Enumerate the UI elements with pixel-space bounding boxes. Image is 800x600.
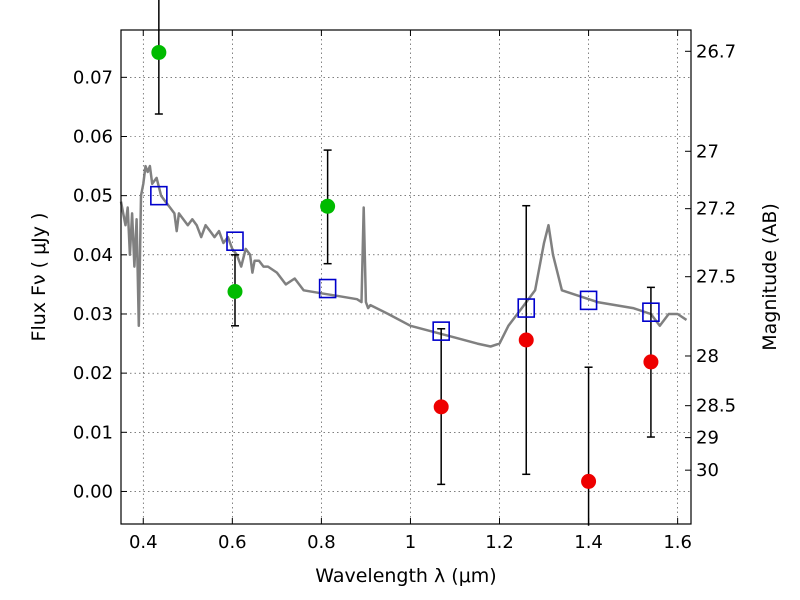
- model-sed-layer: [119, 164, 688, 348]
- x-tick-label: 1.6: [663, 532, 692, 553]
- x-tick-label: 1.4: [574, 532, 603, 553]
- non-detection-point: [581, 473, 597, 489]
- x-axis-title: Wavelength λ (μm): [315, 565, 496, 587]
- non-detection-point: [433, 399, 449, 415]
- right-tick-label: 26.7: [696, 41, 736, 62]
- model-photometry-square: [226, 231, 244, 252]
- y-axis-title: Flux Fν ( μJy ): [28, 213, 50, 342]
- x-tick-label: 0.4: [129, 532, 158, 553]
- y-tick-label: 0.07: [73, 67, 113, 88]
- y-tick-label: 0.00: [73, 481, 113, 502]
- x-tick-label: 0.8: [307, 532, 336, 553]
- right-tick-label: 27.5: [696, 267, 736, 288]
- model-sed-line: [119, 164, 688, 348]
- plot-frame: [120, 29, 692, 525]
- non-detection-point: [643, 354, 659, 370]
- x-tick-label: 1.2: [485, 532, 514, 553]
- model-photometry-square: [579, 290, 598, 311]
- y-tick-label: 0.04: [73, 245, 113, 266]
- x-tick-label: 0.6: [218, 532, 247, 553]
- model-photometry-square: [318, 278, 337, 299]
- y-tick-label: 0.03: [73, 304, 113, 325]
- grid: [121, 30, 691, 524]
- model-photometry-square: [642, 302, 660, 323]
- model-photometry-square: [150, 185, 168, 206]
- right-tick-label: 27: [696, 141, 719, 162]
- detection-point: [227, 283, 243, 299]
- right-tick-label: 28.5: [696, 396, 736, 417]
- axis-ticks: 0.4 0.6 0.8 1 1.2 1.4 1.6 0.00 0.01 0.02 0.03 0.04 0…: [73, 30, 736, 553]
- y-tick-label: 0.01: [73, 422, 113, 443]
- non-detection-point: [518, 332, 534, 348]
- right-tick-label: 29: [696, 428, 719, 449]
- y-tick-label: 0.02: [73, 363, 113, 384]
- detection-point: [320, 198, 336, 214]
- right-tick-label: 30: [696, 460, 719, 481]
- model-photometry-square: [432, 321, 450, 341]
- model-photometry-square: [517, 298, 536, 318]
- x-tick-label: 1: [405, 532, 416, 553]
- right-tick-label: 28: [696, 346, 719, 367]
- observed-points: [151, 44, 659, 489]
- error-bars: [154, 0, 655, 526]
- y-tick-label: 0.06: [73, 126, 113, 147]
- detection-point: [151, 44, 167, 60]
- right-tick-label: 27.2: [696, 199, 736, 220]
- model-photometry-layer: [150, 185, 660, 341]
- y-tick-label: 0.05: [73, 186, 113, 207]
- right-axis-title: Magnitude (AB): [759, 203, 781, 351]
